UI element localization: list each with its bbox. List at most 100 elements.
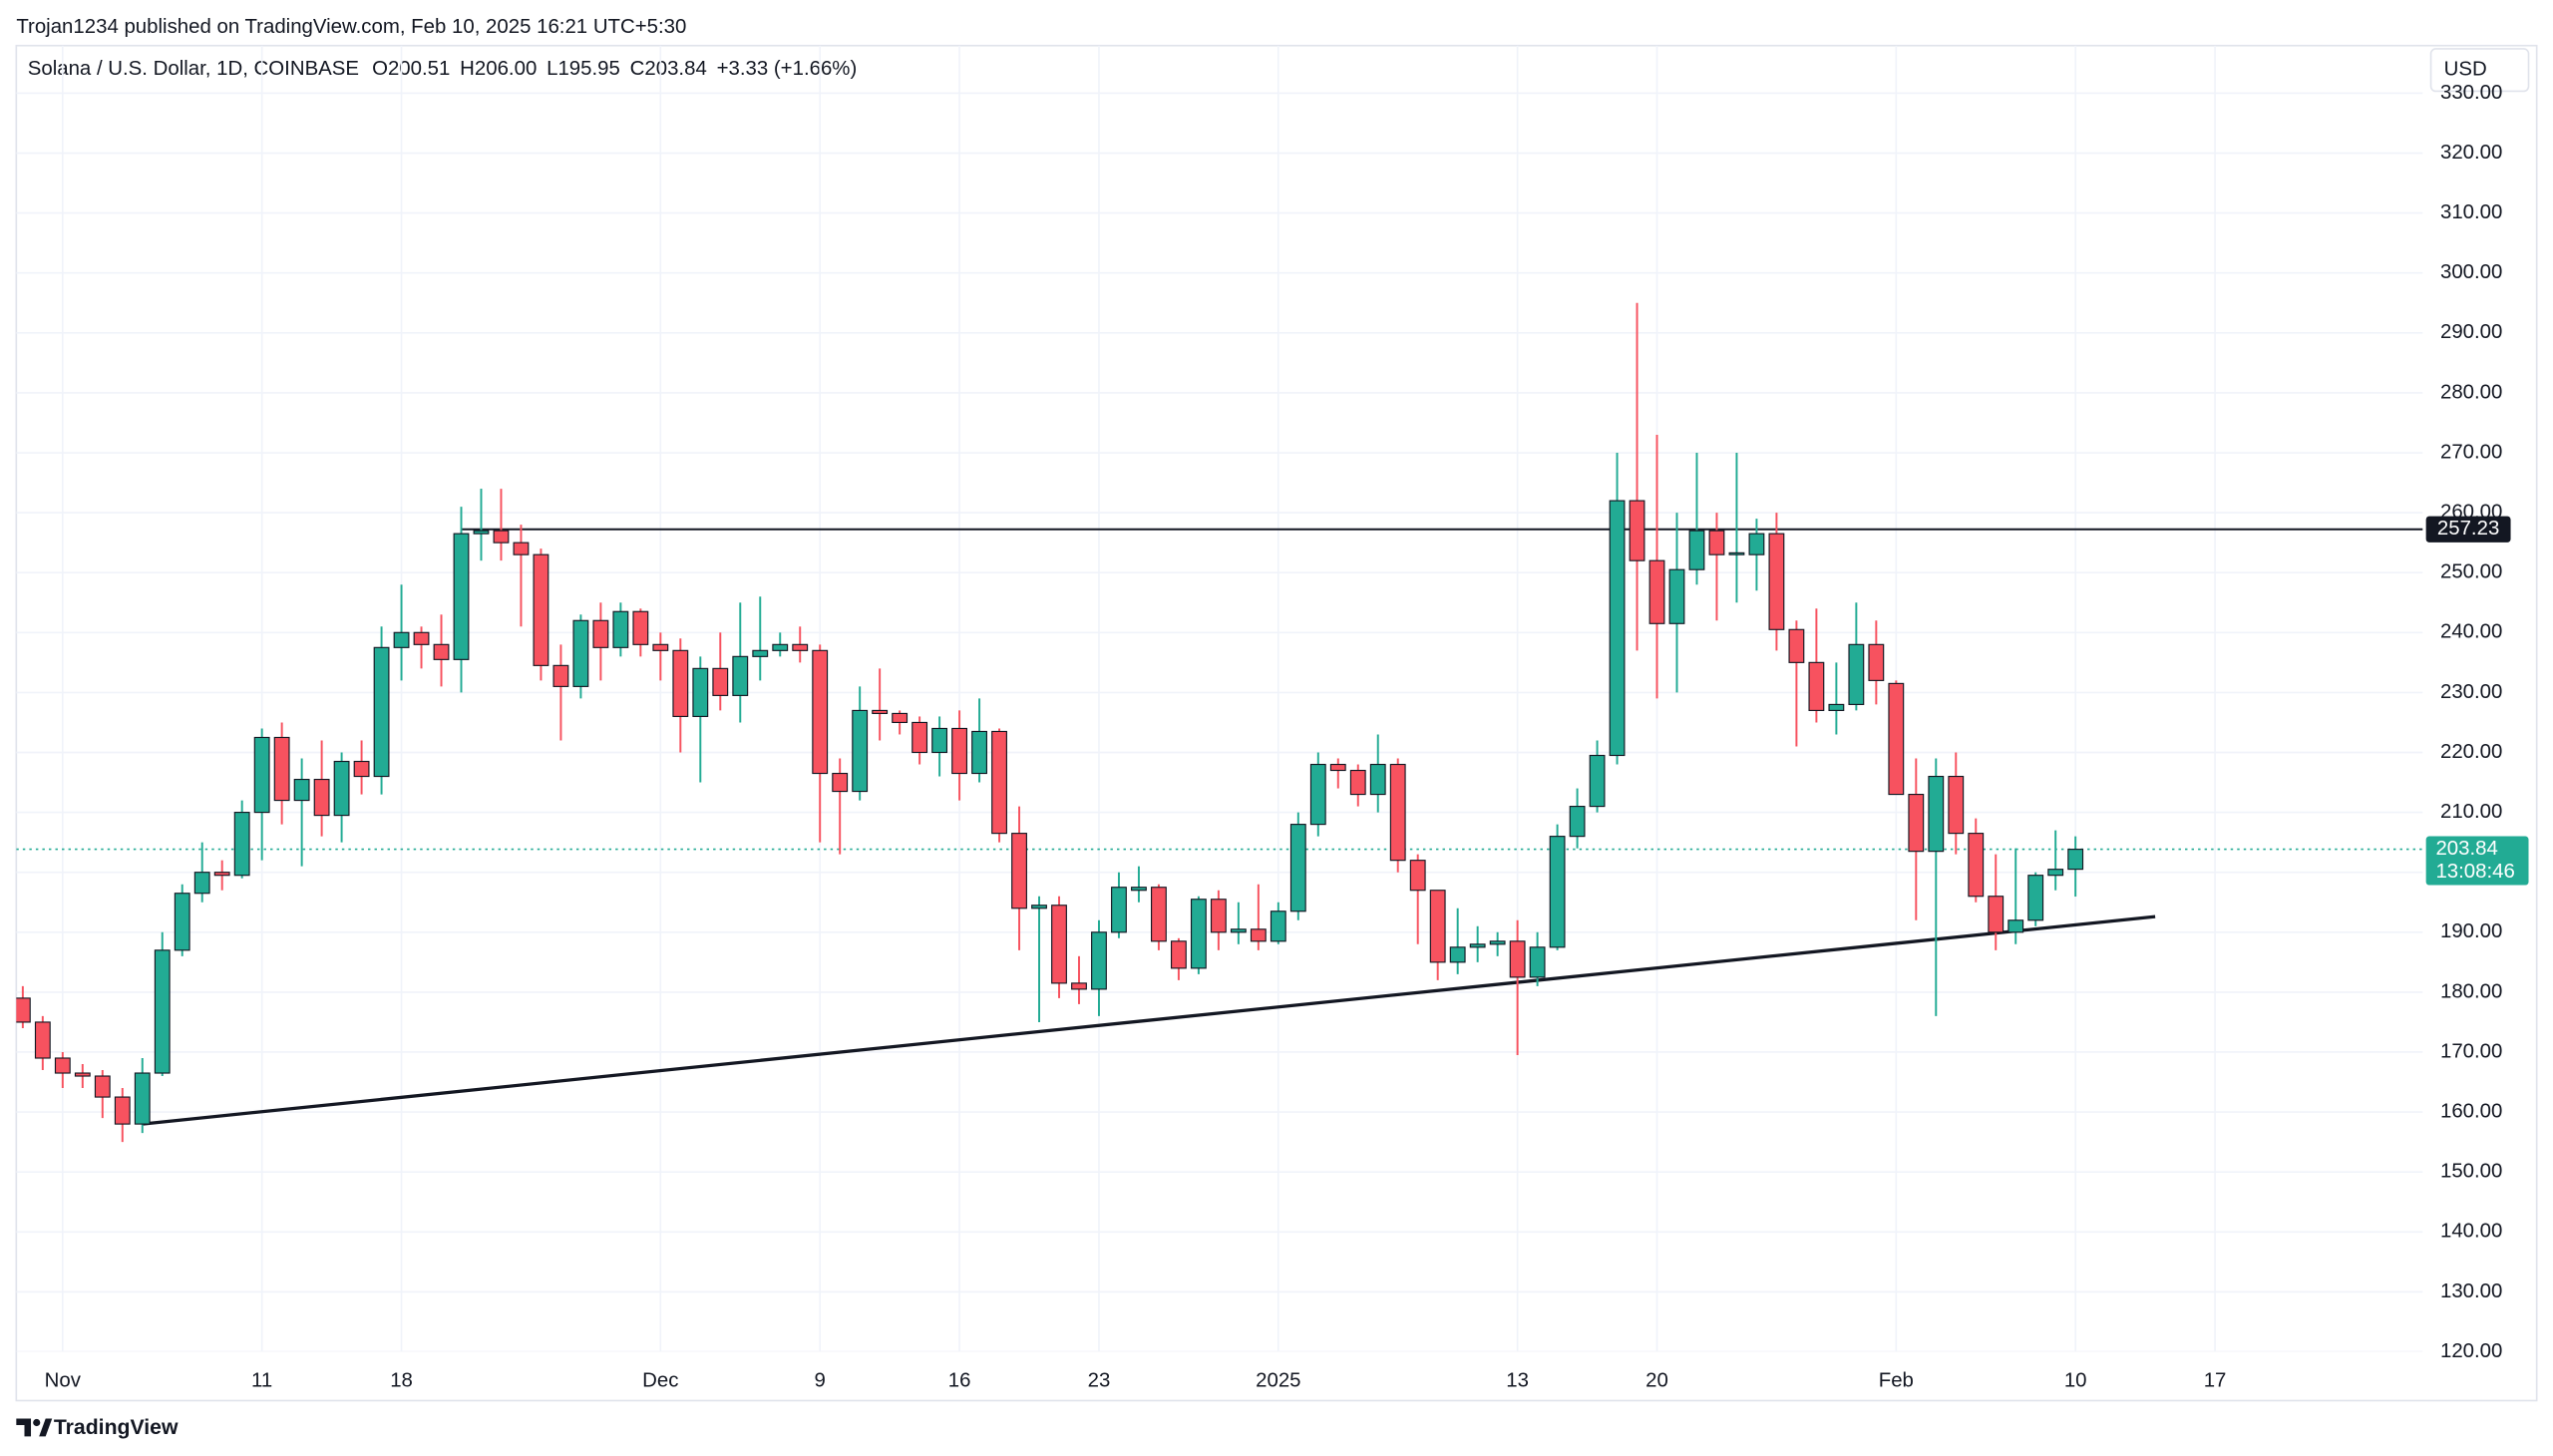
candle-body <box>1011 833 1027 910</box>
candle-body <box>892 712 909 724</box>
publisher: Trojan1234 published on TradingView.com,… <box>16 16 686 38</box>
candle-body <box>533 553 549 666</box>
candle-body <box>1250 928 1267 942</box>
symbol: Solana / U.S. Dollar, 1D, COINBASE <box>28 59 359 81</box>
plot <box>16 45 2423 1352</box>
currency-button[interactable] <box>2429 48 2530 93</box>
candle-body <box>373 646 390 778</box>
y-tick-label: 240.00 <box>2440 621 2502 643</box>
candle-body <box>1151 887 1167 942</box>
candle-body <box>34 1021 51 1059</box>
y-tick-label: 140.00 <box>2440 1221 2502 1243</box>
candle-body <box>2067 849 2084 871</box>
candle-body <box>2027 875 2044 921</box>
candle-body <box>2047 869 2064 877</box>
candle-body <box>233 812 250 877</box>
brand: TradingView <box>54 1416 179 1439</box>
x-tick-label: 13 <box>1506 1369 1529 1391</box>
last-price-box <box>2425 836 2529 886</box>
y-tick-label: 250.00 <box>2440 561 2502 583</box>
last-price-label: 203.84 <box>2435 838 2497 860</box>
candle-body <box>1708 530 1725 555</box>
candle-body <box>971 730 987 775</box>
y-tick-label: 120.00 <box>2440 1340 2502 1362</box>
candle-body <box>672 649 689 718</box>
y-tick-label: 190.00 <box>2440 920 2502 942</box>
candle-body <box>1031 905 1047 910</box>
candle-body <box>1509 940 1526 978</box>
y-tick-label: 180.00 <box>2440 980 2502 1002</box>
candle-body <box>912 721 928 754</box>
candle-body <box>572 619 589 687</box>
countdown-label: 13:08:46 <box>2435 861 2514 883</box>
candle-body <box>293 778 310 802</box>
y-tick-label: 220.00 <box>2440 741 2502 763</box>
candle-body <box>812 649 829 775</box>
x-tick-label: 17 <box>2204 1369 2227 1391</box>
candle-body <box>1668 568 1685 624</box>
y-tick-label: 170.00 <box>2440 1040 2502 1062</box>
candle-body <box>1389 763 1406 862</box>
candle-body <box>174 893 190 951</box>
candle-body <box>1230 928 1247 933</box>
x-tick-label: Dec <box>642 1369 678 1391</box>
candle-body <box>94 1075 111 1098</box>
low-value: L195.95 <box>547 59 620 81</box>
candle-body <box>1589 754 1606 808</box>
candle-body <box>1449 946 1466 963</box>
hline-label: 257.23 <box>2437 518 2499 540</box>
hline-label-box <box>2425 516 2511 543</box>
candle-body <box>1788 628 1805 663</box>
candle-body <box>1609 500 1626 757</box>
x-tick-label: 18 <box>390 1369 413 1391</box>
x-tick-label: Feb <box>1879 1369 1914 1391</box>
candle-body <box>652 643 669 651</box>
candle-body <box>1748 533 1765 555</box>
pane-frame <box>15 44 2538 1402</box>
candle-body <box>1409 860 1426 892</box>
candle-body <box>213 872 230 877</box>
candle-body <box>1190 899 1207 969</box>
currency[interactable]: USD <box>2444 59 2487 81</box>
candle-body <box>353 760 370 778</box>
candle-body <box>1469 943 1486 948</box>
candle-body <box>1968 833 1985 898</box>
candle-body <box>1170 940 1187 969</box>
candle-body <box>433 643 450 660</box>
candle-body <box>253 736 270 814</box>
y-tick-label: 150.00 <box>2440 1161 2502 1183</box>
x-tick-label: 10 <box>2064 1369 2087 1391</box>
candle-body <box>333 760 350 817</box>
y-tick-label: 300.00 <box>2440 261 2502 283</box>
y-tick-label: 270.00 <box>2440 441 2502 463</box>
trendline <box>142 914 2156 1126</box>
x-tick-label: 11 <box>251 1369 272 1391</box>
candle-body <box>931 727 948 754</box>
candle-body <box>1549 836 1566 948</box>
y-tick-label: 230.00 <box>2440 681 2502 703</box>
candle-body <box>413 631 430 645</box>
candle-body <box>1868 643 1885 681</box>
y-tick-label: 210.00 <box>2440 801 2502 823</box>
candle-body <box>154 949 171 1074</box>
candle-body <box>513 542 530 555</box>
candle-body <box>852 709 869 793</box>
candle-body <box>1131 887 1147 892</box>
y-tick-label: 130.00 <box>2440 1280 2502 1302</box>
candle-body <box>1329 763 1346 772</box>
candle-body <box>273 736 290 802</box>
candle-body <box>1349 769 1366 796</box>
candle-body <box>1728 551 1745 555</box>
change-value: +3.33 (+1.66%) <box>717 59 858 81</box>
candle-body <box>1529 946 1546 978</box>
candle-body <box>632 610 649 645</box>
candle-body <box>1051 905 1067 984</box>
candle-body <box>1629 500 1645 561</box>
candle-body <box>1309 763 1326 826</box>
x-tick-label: Nov <box>45 1369 82 1391</box>
candle-body <box>473 530 490 535</box>
candle-body <box>752 649 769 657</box>
candle-body <box>612 610 629 648</box>
